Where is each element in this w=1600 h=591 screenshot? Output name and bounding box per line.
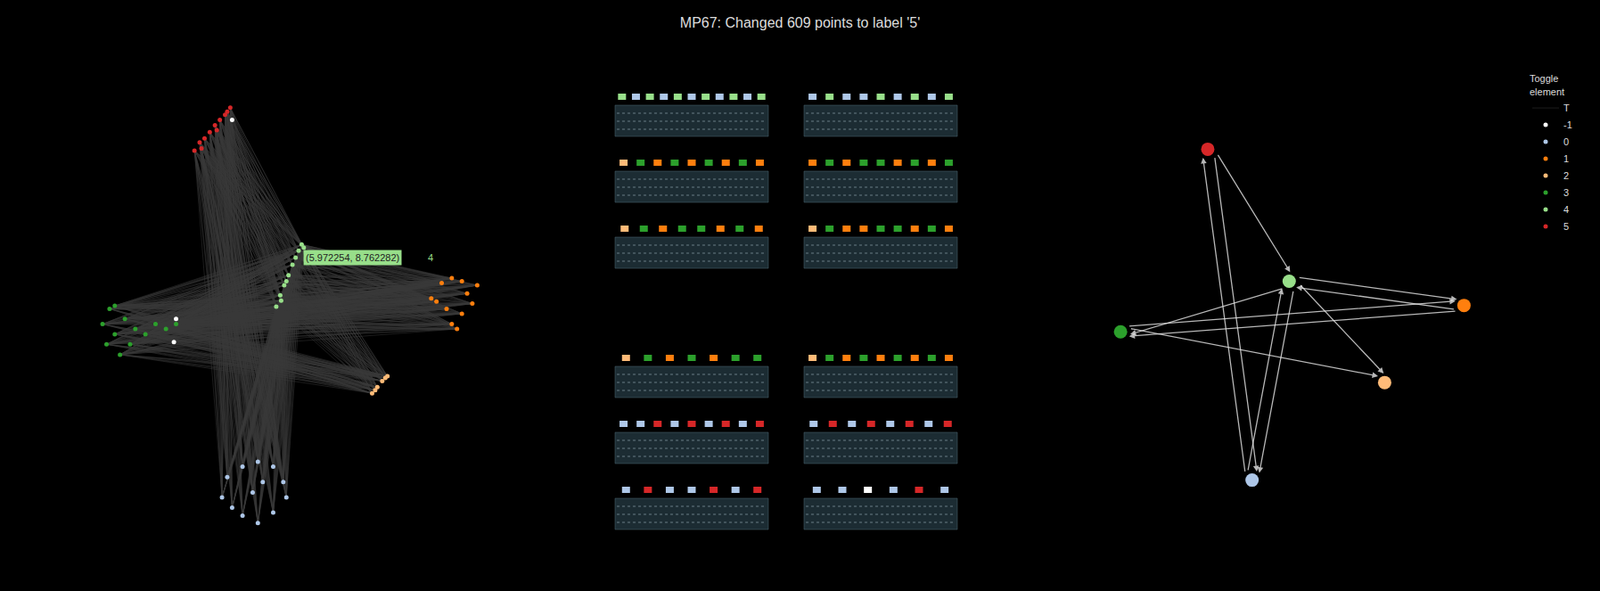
svg-text:3: 3 <box>1563 187 1569 198</box>
svg-text:(5.972254, 8.762282): (5.972254, 8.762282) <box>305 252 400 263</box>
svg-text:MP67: Changed 609 points to la: MP67: Changed 609 points to label '5' <box>680 15 920 31</box>
svg-text:-1: -1 <box>1563 119 1573 131</box>
svg-text:T: T <box>1563 102 1570 114</box>
svg-text:5: 5 <box>1563 221 1569 232</box>
svg-text:0: 0 <box>1563 136 1569 148</box>
svg-text:4: 4 <box>1563 204 1569 215</box>
svg-text:1: 1 <box>1563 153 1569 165</box>
svg-text:Toggleelement: Toggleelement <box>1529 73 1565 97</box>
svg-text:4: 4 <box>427 252 434 263</box>
svg-text:2: 2 <box>1563 170 1569 181</box>
